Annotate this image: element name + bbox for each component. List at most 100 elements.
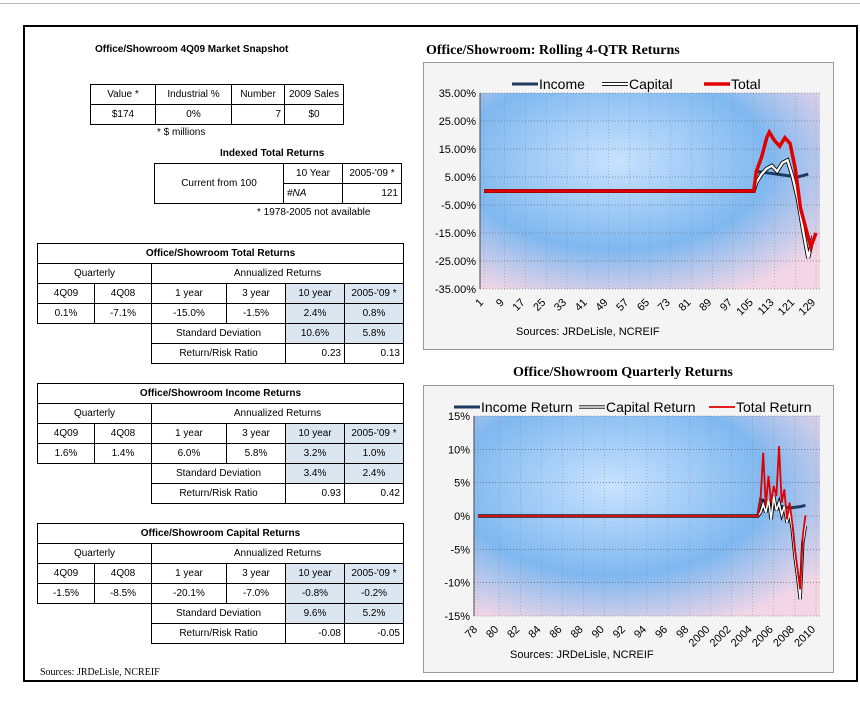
snapshot-head-number: Number (231, 84, 285, 105)
income-val-1yr: 6.0% (151, 443, 227, 464)
income-head-4q09: 4Q09 (37, 423, 95, 444)
snapshot-sales: $0 (284, 104, 344, 125)
capital-rr-label: Return/Risk Ratio (151, 623, 286, 644)
capital-val-4q08: -8.5% (94, 583, 152, 604)
total-head-0509: 2005-'09 * (344, 283, 404, 304)
chart2-x-tick: 2004 (729, 624, 755, 650)
capital-val-4q09: -1.5% (37, 583, 95, 604)
chart1-series-capital (484, 158, 815, 259)
chart1-source: Sources: JRDeLisle, NCREIF (516, 326, 660, 338)
chart2-x-tick: 2000 (687, 624, 713, 650)
sources-bottom: Sources: JRDeLisle, NCREIF (40, 667, 160, 678)
chart2-y-tick: 10% (448, 444, 470, 456)
chart1-box: 35.00% 25.00% 15.00% 5.00% -5.00% -15.00% -25.… (423, 62, 834, 350)
chart2-x-tick: 94 (632, 624, 649, 641)
chart1-legend-label: Capital (629, 76, 673, 92)
income-val-10yr: 3.2% (285, 443, 345, 464)
chart2-legend-label: Capital Return (606, 399, 696, 415)
income-rr-0509: 0.42 (344, 483, 404, 504)
total-val-1yr: -15.0% (151, 303, 227, 324)
total-sd-label: Standard Deviation (151, 323, 286, 344)
capital-sd-0509: 5.2% (344, 603, 404, 624)
chart1-y-tick: -35.00% (435, 284, 476, 296)
income-val-4q09: 1.6% (37, 443, 95, 464)
chart2-svg: 15% 10% 5% 0% -5% -10% -15%78 80 82 84 86 88 90 92 94 9… (444, 399, 820, 661)
total-sd-10yr: 10.6% (285, 323, 345, 344)
capital-annualized-label: Annualized Returns (151, 543, 404, 564)
capital-head-3yr: 3 year (226, 563, 286, 584)
income-annualized-label: Annualized Returns (151, 403, 404, 424)
income-sd-0509: 2.4% (344, 463, 404, 484)
total-head-4q08: 4Q08 (94, 283, 152, 304)
total-returns-title: Office/Showroom Total Returns (37, 243, 404, 264)
chart2-y-tick: 15% (448, 411, 470, 423)
chart1-y-tick: -15.00% (435, 228, 476, 240)
income-val-4q08: 1.4% (94, 443, 152, 464)
capital-head-10yr: 10 year (285, 563, 345, 584)
total-sd-0509: 5.8% (344, 323, 404, 344)
capital-head-1yr: 1 year (151, 563, 227, 584)
income-sd-10yr: 3.4% (285, 463, 345, 484)
chart2-x-tick: 84 (526, 624, 543, 641)
income-head-4q08: 4Q08 (94, 423, 152, 444)
chart1-x-tick: 41 (573, 297, 590, 314)
total-rr-label: Return/Risk Ratio (151, 343, 286, 364)
income-rr-label: Return/Risk Ratio (151, 483, 286, 504)
income-quarterly-label: Quarterly (37, 403, 152, 424)
capital-rr-10yr: -0.08 (285, 623, 345, 644)
chart2-box: 15% 10% 5% 0% -5% -10% -15% 78 80 82 84 86 88 90 92 94 9… (423, 385, 834, 673)
capital-sd-label: Standard Deviation (151, 603, 286, 624)
chart1-y-tick: -25.00% (435, 256, 476, 268)
chart2-y-tick: -5% (450, 544, 470, 556)
chart1-x-tick: 129 (797, 297, 818, 318)
chart1-x-tick: 81 (676, 297, 693, 314)
total-rr-0509: 0.13 (344, 343, 404, 364)
indexed-val1: #NA (283, 183, 343, 204)
snapshot-head-industrial: Industrial % (155, 84, 232, 105)
income-head-10yr: 10 year (285, 423, 345, 444)
snapshot-value: $174 (90, 104, 156, 125)
chart1-x-tick: 9 (494, 297, 507, 310)
snapshot-head-sales: 2009 Sales (284, 84, 344, 105)
chart2-x-tick: 82 (505, 624, 522, 641)
capital-quarterly-label: Quarterly (37, 543, 152, 564)
chart1-legend-label: Total (731, 76, 761, 92)
indexed-col1: 10 Year (283, 163, 343, 184)
chart2-x-tick: 2010 (792, 624, 818, 650)
snapshot-footnote: * $ millions (157, 127, 206, 138)
income-head-1yr: 1 year (151, 423, 227, 444)
capital-returns-title: Office/Showroom Capital Returns (37, 523, 404, 544)
chart2-x-tick: 96 (653, 624, 670, 641)
income-val-3yr: 5.8% (226, 443, 286, 464)
capital-val-1yr: -20.1% (151, 583, 227, 604)
chart1-series-2 (484, 128, 818, 253)
chart2-y-tick: 0% (454, 511, 470, 523)
indexed-col2: 2005-'09 * (342, 163, 402, 184)
capital-val-0509: -0.2% (344, 583, 404, 604)
snapshot-number: 7 (231, 104, 285, 125)
total-head-4q09: 4Q09 (37, 283, 95, 304)
chart2-y-tick: -15% (444, 611, 470, 623)
chart1-x-tick: 121 (776, 297, 797, 318)
chart2-y-tick: 5% (454, 478, 470, 490)
snapshot-title: Office/Showroom 4Q09 Market Snapshot (95, 44, 289, 55)
snapshot-head-value: Value * (90, 84, 156, 105)
indexed-footnote: * 1978-2005 not available (257, 207, 371, 218)
snapshot-table: Value * Industrial % Number 2009 Sales $… (90, 84, 344, 125)
chart2-x-tick: 2008 (771, 624, 797, 650)
chart1-y-tick: 25.00% (439, 116, 477, 128)
chart2-series-2 (478, 445, 807, 590)
chart1-x-tick: 113 (756, 297, 777, 318)
chart1-y-tick: 5.00% (445, 172, 476, 184)
total-val-10yr: 2.4% (285, 303, 345, 324)
income-head-3yr: 3 year (226, 423, 286, 444)
chart1-x-tick: 105 (734, 297, 755, 318)
total-val-4q09: 0.1% (37, 303, 95, 324)
income-returns-table: Office/Showroom Income Returns Quarterly… (37, 383, 404, 504)
chart2-y-tick: -10% (444, 578, 470, 590)
chart1-y-tick: -5.00% (441, 200, 476, 212)
chart1-legend-label: Income (539, 76, 585, 92)
chart2-source: Sources: JRDeLisle, NCREIF (510, 649, 654, 661)
capital-head-4q08: 4Q08 (94, 563, 152, 584)
chart1-y-tick: 35.00% (439, 88, 477, 100)
